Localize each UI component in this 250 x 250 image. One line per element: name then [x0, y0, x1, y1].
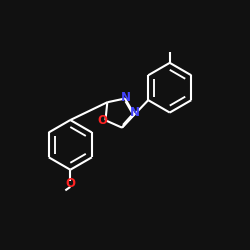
Text: O: O: [65, 177, 75, 190]
Text: O: O: [98, 114, 108, 127]
Text: N: N: [130, 106, 140, 120]
Text: N: N: [121, 91, 131, 104]
